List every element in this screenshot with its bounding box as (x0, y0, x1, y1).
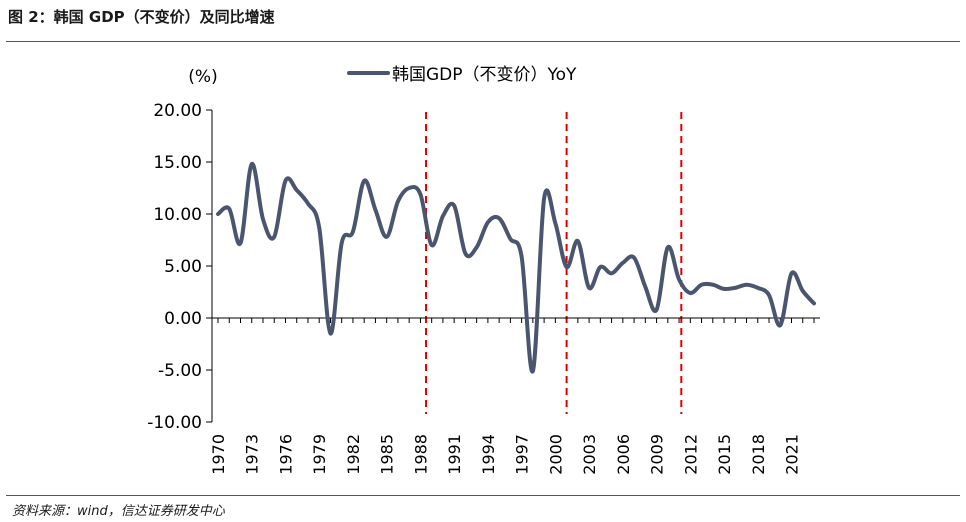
legend: 韩国GDP（不变价）YoY (347, 65, 577, 85)
x-tick-label: 1976 (276, 434, 295, 475)
x-tick-label: 1982 (344, 434, 363, 475)
series-line-gdp-yoy (216, 162, 816, 374)
x-tick-label: 2009 (648, 434, 667, 475)
figure-title: 图 2：韩国 GDP（不变价）及同比增速 (8, 8, 275, 26)
x-tick-label: 2012 (681, 434, 700, 475)
x-tick-label: 1979 (310, 434, 329, 475)
x-tick-label: 2003 (580, 434, 599, 475)
x-tick-label: 1985 (378, 434, 397, 475)
y-tick-label: -5.00 (158, 361, 202, 381)
y-tick-label: -10.00 (147, 413, 202, 433)
y-tick-label: 0.00 (164, 309, 202, 329)
x-tick-label: 2021 (783, 434, 802, 475)
y-axis-label: (%) (188, 67, 217, 87)
x-tick-label: 1988 (411, 434, 430, 475)
bottom-divider (6, 495, 960, 496)
x-tick-label: 1970 (209, 434, 228, 475)
x-tick-label: 1997 (513, 434, 532, 475)
top-divider (6, 41, 960, 42)
x-tick-label: 1994 (479, 434, 498, 475)
x-tick-label: 2000 (546, 434, 565, 475)
y-tick-label: 20.00 (153, 101, 202, 121)
x-tick-label: 2015 (715, 434, 734, 475)
x-tick-label: 2018 (749, 434, 768, 475)
y-tick-label: 5.00 (164, 257, 202, 277)
y-tick-label: 15.00 (153, 153, 202, 173)
legend-label: 韩国GDP（不变价）YoY (392, 65, 577, 85)
x-tick-label: 2006 (614, 434, 633, 475)
x-tick-label: 1991 (445, 434, 464, 475)
x-tick-label: 1973 (243, 434, 262, 475)
source-note: 资料来源：wind，信达证券研发中心 (12, 504, 225, 519)
y-tick-label: 10.00 (153, 205, 202, 225)
